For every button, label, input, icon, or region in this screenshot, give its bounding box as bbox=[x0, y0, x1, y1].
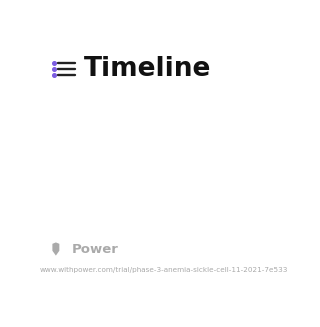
Text: Screening ~: Screening ~ bbox=[70, 79, 152, 92]
FancyBboxPatch shape bbox=[46, 158, 282, 204]
Text: www.withpower.com/trial/phase-3-anemia-sickle-cell-11-2021-7e533: www.withpower.com/trial/phase-3-anemia-s… bbox=[40, 267, 288, 273]
Text: Varies: Varies bbox=[226, 127, 267, 140]
FancyBboxPatch shape bbox=[46, 62, 282, 109]
Text: Treatment ~: Treatment ~ bbox=[70, 127, 153, 140]
Text: Timeline: Timeline bbox=[84, 56, 211, 82]
Text: 3 weeks: 3 weeks bbox=[212, 79, 267, 92]
Text: Power: Power bbox=[72, 243, 119, 256]
FancyBboxPatch shape bbox=[46, 110, 282, 156]
Text: up to 91 weeks: up to 91 weeks bbox=[165, 174, 267, 187]
Polygon shape bbox=[52, 242, 59, 256]
Text: Follow ups ~: Follow ups ~ bbox=[70, 174, 155, 187]
